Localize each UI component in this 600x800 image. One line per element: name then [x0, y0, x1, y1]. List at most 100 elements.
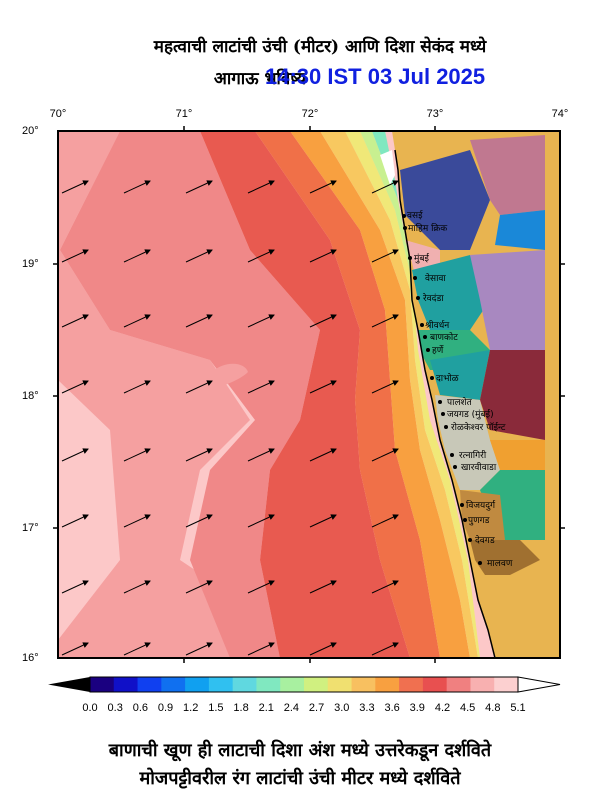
colorbar-swatch [256, 677, 281, 692]
direction-arrow [247, 448, 275, 462]
colorbar-swatch [90, 677, 115, 692]
colorbar-tick-label: 3.9 [409, 702, 425, 714]
colorbar-tick-label: 0.0 [82, 702, 98, 714]
direction-arrow [371, 514, 399, 528]
direction-arrow [185, 249, 213, 263]
colorbar-tick-label: 2.7 [308, 702, 325, 714]
lon-label-71: 71° [175, 108, 193, 120]
direction-arrow [61, 514, 89, 528]
direction-arrow [61, 580, 89, 594]
lon-label-72: 72° [301, 108, 319, 120]
direction-arrow [185, 514, 213, 528]
direction-arrow [123, 642, 151, 656]
colorbar-tick-label: 5.1 [510, 702, 526, 714]
colorbar-tick-label: 1.8 [233, 702, 249, 714]
colorbar-tick-label: 2.4 [283, 702, 300, 714]
colorbar-tick-label: 1.5 [208, 702, 224, 714]
place-labels: वसई माहिम क्रिक मुंबई वेसावा रेवदंडा श्र… [402, 209, 513, 569]
place-devgad: देवगड [475, 534, 495, 546]
colorbar-swatch [113, 677, 139, 692]
place-ratnagiri: रत्नागिरी [459, 449, 487, 461]
place-dabhol: दाभोळ [436, 372, 459, 384]
direction-arrow [247, 314, 275, 328]
colorbar-frame [89, 676, 519, 693]
direction-arrow [309, 314, 337, 328]
place-mumbai: मुंबई [414, 252, 430, 264]
colorbar-swatch [304, 677, 329, 692]
place-revdanda: रेवदंडा [423, 292, 445, 304]
wave-height-colorbar [48, 676, 561, 693]
direction-arrow [185, 180, 213, 194]
direction-arrow [309, 642, 337, 656]
direction-arrow [123, 580, 151, 594]
lat-label-17: 17° [22, 522, 39, 534]
colorbar-tick-label: 3.0 [334, 702, 350, 714]
colorbar-swatch [137, 677, 162, 692]
direction-arrow [61, 642, 89, 656]
direction-arrow [371, 448, 399, 462]
lat-label-18: 18° [22, 390, 39, 402]
colorbar-swatch [375, 677, 400, 692]
lon-label-73: 73° [426, 108, 444, 120]
colorbar-swatch [470, 677, 495, 692]
direction-arrow [61, 180, 89, 194]
direction-arrow [247, 249, 275, 263]
direction-arrow [247, 580, 275, 594]
direction-arrow [123, 448, 151, 462]
colorbar-tick-label: 4.5 [459, 702, 476, 714]
colorbar-max-triangle [517, 676, 561, 693]
colorbar-swatch [232, 677, 257, 692]
place-kharviwada: खारवीवाडा [461, 461, 497, 473]
lat-label-19: 19° [22, 258, 39, 270]
direction-arrow [371, 380, 399, 394]
direction-arrow [371, 314, 399, 328]
place-harne: हर्णे [432, 344, 444, 356]
direction-arrow [309, 580, 337, 594]
place-shrivardhan: श्रीवर्धन [425, 319, 450, 331]
place-malvan: मालवण [487, 559, 513, 569]
direction-arrow [185, 580, 213, 594]
direction-arrow [309, 448, 337, 462]
colorbar-swatch [446, 677, 471, 692]
direction-arrow [309, 380, 337, 394]
place-palshet: पालशेत [447, 396, 473, 408]
lon-label-70: 70° [49, 108, 67, 120]
colorbar-swatch [422, 677, 448, 692]
place-vesava: वेसावा [425, 272, 446, 284]
direction-arrow [123, 380, 151, 394]
lat-label-20: 20° [22, 125, 39, 137]
map-fill-layer [58, 131, 560, 658]
colorbar-tick-label: 0.6 [132, 702, 148, 714]
map-title: महत्वाची लाटांची उंची (मीटर) आणि दिशा से… [153, 37, 487, 57]
direction-arrow [185, 380, 213, 394]
colorbar-tick-label: 0.3 [107, 702, 123, 714]
direction-arrow [247, 380, 275, 394]
colorbar-swatch [208, 677, 234, 692]
place-pungad: पुणगड [468, 516, 490, 526]
place-jaygad: जयगड (मुंबई) [447, 408, 494, 420]
place-mahim-creek: माहिम क्रिक [408, 222, 448, 234]
direction-arrow [185, 448, 213, 462]
colorbar-tick-label: 3.6 [384, 702, 400, 714]
colorbar-min-triangle [48, 677, 90, 692]
direction-arrow [371, 249, 399, 263]
colorbar-tick-label: 3.3 [359, 702, 375, 714]
colorbar-swatch [327, 677, 353, 692]
place-bankot: बाणकोट [430, 331, 458, 343]
direction-arrow [247, 180, 275, 194]
direction-arrow [185, 314, 213, 328]
colorbar-swatch [280, 677, 305, 692]
direction-arrow [123, 514, 151, 528]
direction-arrow [309, 249, 337, 263]
footer-color-note: मोजपट्टीवरील रंग लाटांची उंची मीटर मध्ये… [139, 768, 461, 789]
colorbar-swatch [161, 677, 186, 692]
direction-arrow [123, 249, 151, 263]
footer-arrow-note: बाणाची खूण ही लाटाची दिशा अंश मध्ये उत्त… [108, 740, 492, 761]
colorbar-tick-label: 4.8 [485, 702, 501, 714]
wave-direction-arrows [61, 180, 399, 656]
colorbar-swatch [351, 677, 376, 692]
place-vasai: वसई [407, 209, 424, 221]
colorbar-swatch [494, 677, 519, 692]
colorbar-tick-label: 4.2 [434, 702, 451, 714]
